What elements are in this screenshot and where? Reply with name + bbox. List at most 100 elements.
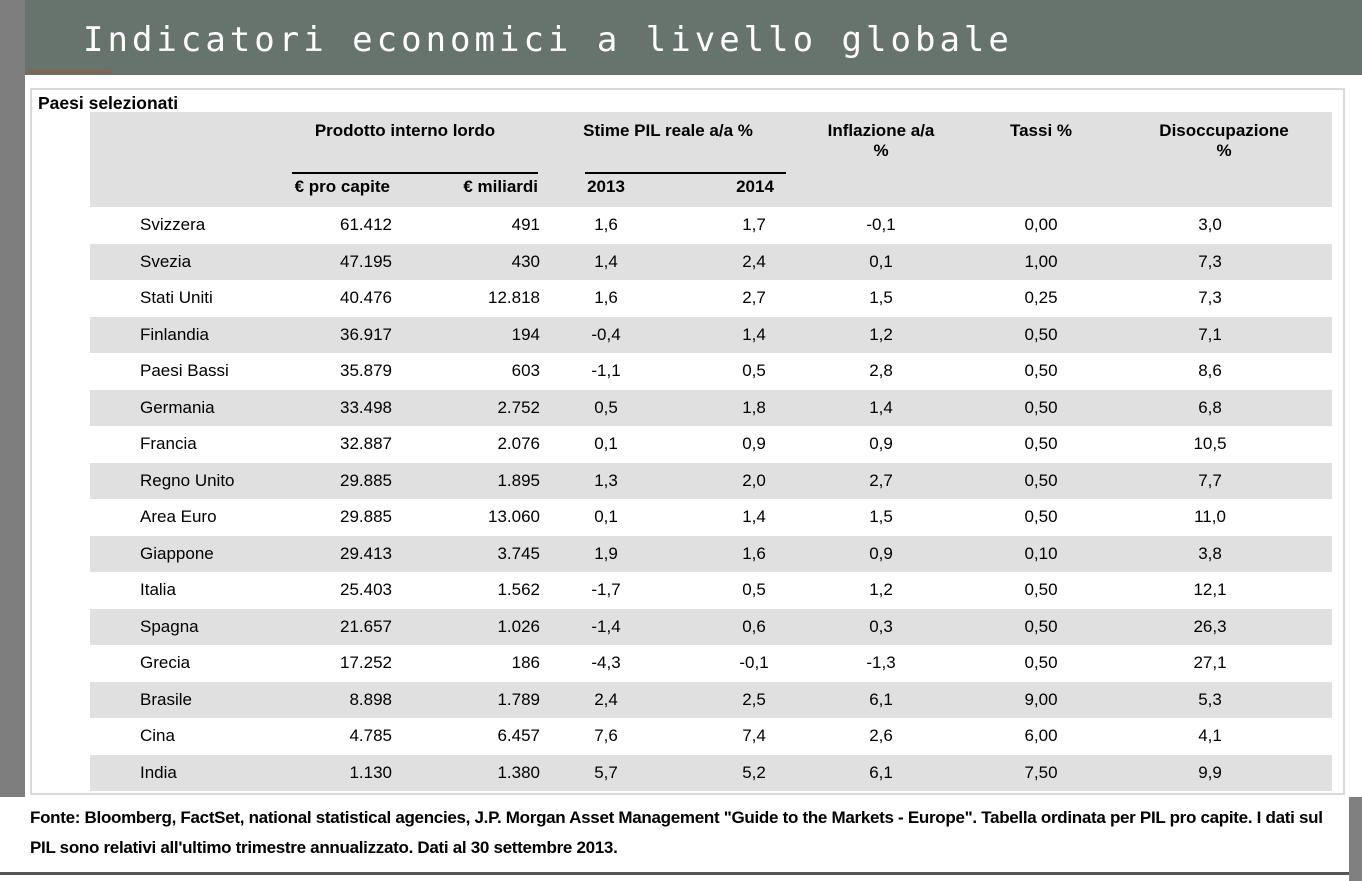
cell-country: Stati Uniti: [140, 288, 213, 308]
cell-inflation: 1,5: [869, 507, 893, 527]
table-header: Prodotto interno lordo Stime PIL reale a…: [90, 112, 1333, 207]
table-row: Germania 33.498 2.752 0,5 1,8 1,4 0,50 6,8: [90, 389, 1333, 426]
cell-inflation: 0,9: [869, 434, 893, 454]
cell-est_2013: 0,1: [594, 507, 618, 527]
cell-inflation: 2,8: [869, 361, 893, 381]
table-row: Grecia 17.252 186 -4,3 -0,1 -1,3 0,50 27,1: [90, 645, 1332, 682]
header-2013: 2013: [540, 174, 713, 207]
header-country-blank: [90, 112, 270, 207]
cell-inflation: 1,5: [869, 288, 893, 308]
cell-gdp_billions: 603: [511, 361, 541, 381]
cell-unemployment: 5,3: [1116, 681, 1333, 718]
cell-gdp_per_capita: 40.476: [340, 288, 392, 308]
cell-est_2013: -1,1: [591, 361, 621, 381]
header-group-gdp-label: Prodotto interno lordo: [314, 121, 496, 140]
cell-est_2013: 1,4: [540, 243, 713, 280]
header-gdp-per-capita: € pro capite: [270, 174, 392, 207]
cell-gdp_billions: 2.076: [497, 434, 541, 454]
cell-country: Italia: [140, 580, 176, 600]
cell-gdp_per_capita: 47.195: [270, 243, 392, 280]
cell-inflation: 6,1: [796, 754, 967, 791]
cell-unemployment: 7,7: [1116, 462, 1333, 499]
cell-gdp_per_capita: 8.898: [270, 681, 392, 718]
table-panel: Paesi selezionati Prodotto interno lordo…: [30, 88, 1345, 795]
cell-rates: 7,50: [966, 754, 1117, 791]
header-group-estimates: Stime PIL reale a/a %: [540, 112, 797, 174]
table-row: India 1.130 1.380 5,7 5,2 6,1 7,50 9,9: [90, 754, 1333, 791]
cell-country: Regno Unito: [90, 462, 270, 499]
section-title: Paesi selezionati: [38, 93, 179, 113]
cell-country: Brasile: [90, 681, 270, 718]
cell-est_2014: 2,4: [712, 243, 797, 280]
table-row: Svezia 47.195 430 1,4 2,4 0,1 1,00 7,3: [90, 243, 1333, 280]
cell-country: India: [90, 754, 270, 791]
table-row: Cina 4.785 6.457 7,6 7,4 2,6 6,00 4,1: [90, 718, 1332, 755]
cell-inflation: 6,1: [796, 681, 967, 718]
bottom-right-corner-block: [1349, 797, 1362, 881]
cell-gdp_billions: 6.457: [497, 726, 541, 746]
cell-rates: 0,50: [966, 608, 1117, 645]
header-gdp-billions: € miliardi: [392, 174, 541, 207]
left-side-strip: [0, 0, 25, 797]
cell-est_2014: 1,6: [712, 535, 797, 572]
cell-gdp_per_capita: 29.413: [270, 535, 392, 572]
cell-rates: 0,10: [966, 535, 1117, 572]
cell-inflation: 1,4: [796, 389, 967, 426]
cell-est_2014: 2,7: [742, 288, 766, 308]
cell-unemployment: 7,1: [1116, 316, 1333, 353]
cell-country: Francia: [140, 434, 197, 454]
cell-est_2013: 1,9: [540, 535, 713, 572]
cell-est_2014: -0,1: [739, 653, 769, 673]
cell-inflation: 0,3: [796, 608, 967, 645]
footer-rule: [0, 872, 1349, 875]
cell-rates: 0,00: [1024, 215, 1058, 235]
cell-est_2013: -1,7: [591, 580, 621, 600]
cell-rates: 0,50: [1024, 361, 1058, 381]
estimates-group-underline: [585, 172, 787, 174]
cell-gdp_billions: 3.745: [392, 535, 541, 572]
footer-source-line2: PIL sono relativi all'ultimo trimestre a…: [30, 838, 618, 857]
cell-gdp_per_capita: 35.879: [340, 361, 392, 381]
cell-est_2014: 1,4: [742, 507, 766, 527]
cell-gdp_per_capita: 36.917: [270, 316, 392, 353]
cell-rates: 0,50: [1024, 434, 1058, 454]
cell-est_2014: 0,5: [742, 361, 766, 381]
cell-gdp_billions: 12.818: [488, 288, 541, 308]
table-row: Italia 25.403 1.562 -1,7 0,5 1,2 0,50 12,1: [90, 572, 1332, 609]
cell-est_2013: 2,4: [540, 681, 713, 718]
cell-est_2014: 2,5: [712, 681, 797, 718]
header-group-estimates-label: Stime PIL reale a/a %: [583, 121, 753, 140]
title-accent-underline: [27, 69, 111, 74]
cell-rates: 0,50: [1024, 507, 1058, 527]
cell-gdp_per_capita: 25.403: [340, 580, 392, 600]
cell-rates: 9,00: [966, 681, 1117, 718]
header-unemployment: Disoccupazione %: [1116, 112, 1333, 207]
cell-unemployment: 4,1: [1198, 726, 1222, 746]
cell-gdp_billions: 186: [511, 653, 541, 673]
cell-inflation: 1,2: [796, 316, 967, 353]
cell-est_2014: 2,0: [712, 462, 797, 499]
cell-est_2013: 1,6: [594, 288, 618, 308]
cell-est_2014: 1,7: [742, 215, 766, 235]
cell-country: Svizzera: [140, 215, 206, 235]
table-row: Spagna 21.657 1.026 -1,4 0,6 0,3 0,50 26,3: [90, 608, 1333, 645]
cell-gdp_per_capita: 17.252: [340, 653, 392, 673]
cell-est_2014: 1,4: [712, 316, 797, 353]
cell-unemployment: 3,8: [1116, 535, 1333, 572]
cell-gdp_billions: 491: [511, 215, 541, 235]
cell-rates: 0,50: [966, 462, 1117, 499]
table-body: Svizzera 61.412 491 1,6 1,7 -0,1 0,00 3,0 Svezia…: [90, 207, 1333, 791]
cell-est_2013: 0,5: [540, 389, 713, 426]
cell-inflation: 2,6: [869, 726, 893, 746]
cell-unemployment: 3,0: [1198, 215, 1222, 235]
cell-gdp_billions: 1.026: [392, 608, 541, 645]
header-2014: 2014: [712, 174, 797, 207]
table-row: Paesi Bassi 35.879 603 -1,1 0,5 2,8 0,50 8,6: [90, 353, 1332, 390]
cell-est_2013: -4,3: [591, 653, 621, 673]
cell-rates: 0,25: [1024, 288, 1058, 308]
cell-country: Area Euro: [140, 507, 217, 527]
cell-gdp_per_capita: 61.412: [340, 215, 392, 235]
cell-unemployment: 10,5: [1193, 434, 1227, 454]
cell-unemployment: 27,1: [1193, 653, 1227, 673]
table-row: Finlandia 36.917 194 -0,4 1,4 1,2 0,50 7,1: [90, 316, 1333, 353]
